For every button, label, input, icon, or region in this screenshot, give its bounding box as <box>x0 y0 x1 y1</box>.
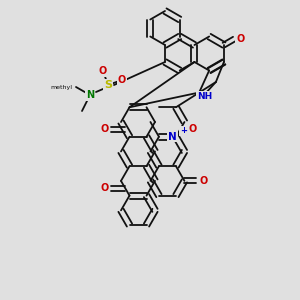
Text: O: O <box>118 75 126 85</box>
Text: O: O <box>99 66 107 76</box>
Text: O: O <box>188 124 196 134</box>
Text: O: O <box>236 34 244 44</box>
Text: +: + <box>180 126 187 135</box>
Text: O: O <box>100 124 108 134</box>
Text: S: S <box>104 80 112 90</box>
Text: methyl: methyl <box>50 85 72 89</box>
Text: O: O <box>199 176 208 186</box>
Text: N: N <box>86 90 94 100</box>
Text: O: O <box>100 183 108 193</box>
Text: N: N <box>168 132 177 142</box>
Text: NH: NH <box>197 92 212 101</box>
